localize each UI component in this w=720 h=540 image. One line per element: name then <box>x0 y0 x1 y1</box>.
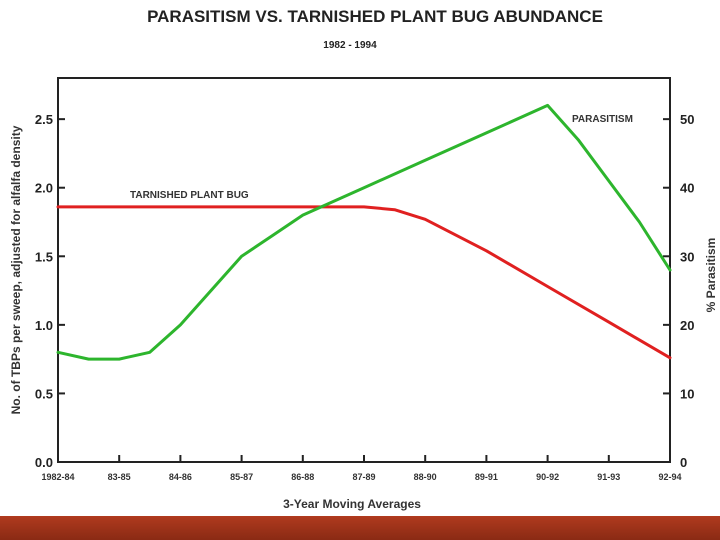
right-axis-ticks: 0 10 20 30 40 50 <box>663 112 694 470</box>
series-label-parasitism: PARASITISM <box>572 114 633 125</box>
chart-title: PARASITISM VS. TARNISHED PLANT BUG ABUND… <box>147 7 603 26</box>
left-tick-label: 2.0 <box>35 181 53 196</box>
y-axis-label: No. of TBPs per sweep, adjusted for alfa… <box>9 125 23 414</box>
left-tick-label: 2.5 <box>35 112 53 127</box>
footer-bar <box>0 516 720 540</box>
series-lines <box>56 103 672 361</box>
y2-axis-label: % Parasitism <box>704 238 718 313</box>
right-tick-label: 10 <box>680 386 694 401</box>
right-tick-label: 50 <box>680 112 694 127</box>
x-tick-label: 89-91 <box>475 472 498 482</box>
right-tick-label: 40 <box>680 181 694 196</box>
x-tick-label: 87-89 <box>352 472 375 482</box>
right-tick-label: 20 <box>680 318 694 333</box>
x-tick-label: 85-87 <box>230 472 253 482</box>
x-tick-label: 1982-84 <box>41 472 74 482</box>
x-tick-label: 92-94 <box>658 472 681 482</box>
x-axis-label: 3-Year Moving Averages <box>283 497 421 511</box>
x-tick-label: 86-88 <box>291 472 314 482</box>
plot-area <box>57 77 671 463</box>
series-line-tarnished-plant-bug <box>56 205 672 360</box>
right-tick-label: 0 <box>680 455 687 470</box>
x-tick-label: 84-86 <box>169 472 192 482</box>
right-tick-label: 30 <box>680 249 694 264</box>
left-tick-label: 0.5 <box>35 386 53 401</box>
x-tick-label: 90-92 <box>536 472 559 482</box>
chart-subtitle: 1982 - 1994 <box>323 40 377 51</box>
series-label-tarnished-plant-bug: TARNISHED PLANT BUG <box>130 190 249 201</box>
x-tick-label: 83-85 <box>108 472 131 482</box>
x-tick-label: 91-93 <box>597 472 620 482</box>
left-tick-label: 1.0 <box>35 318 53 333</box>
left-axis-ticks: 0.0 0.5 1.0 1.5 2.0 2.5 <box>35 112 65 470</box>
x-tick-label: 88-90 <box>414 472 437 482</box>
left-tick-label: 0.0 <box>35 455 53 470</box>
x-axis-ticks: 1982-84 83-85 84-86 85-87 86-88 87-89 88-90 89-… <box>41 455 682 482</box>
left-tick-label: 1.5 <box>35 249 53 264</box>
series-line-parasitism <box>56 103 672 361</box>
